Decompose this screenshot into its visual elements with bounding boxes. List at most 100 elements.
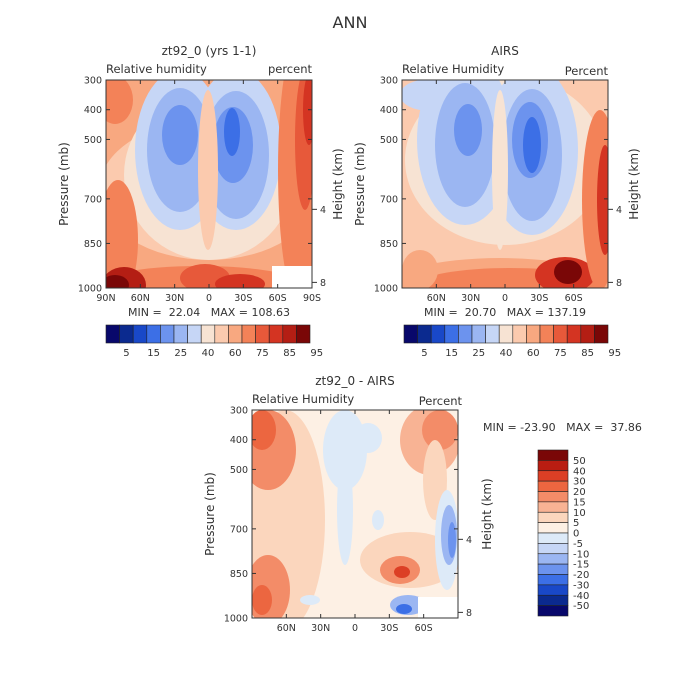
y2-axis-label: Height (km) [627,148,641,219]
colorbar-swatch [539,324,554,344]
colorbar-swatch [485,324,500,344]
colorbar-label: -50 [573,601,589,612]
y2-tick-label: 4 [466,535,472,546]
colorbar-label: 25 [472,348,485,359]
y-tick-label: 850 [230,569,248,580]
colorbar-swatch [471,324,486,344]
colorbar-label: 0 [573,529,579,540]
colorbar-swatch [268,324,284,344]
colorbar-swatch [105,324,120,344]
colorbar-swatch [537,543,569,555]
colorbar-swatch [537,501,569,513]
y-tick-label: 300 [84,76,102,87]
x-tick-label: 90S [303,293,321,304]
colorbar-swatch [537,511,569,523]
colorbar: 5 15 25 40 60 75 85 95 [403,324,621,359]
y-tick-label: 700 [84,194,102,205]
colorbar-label: 75 [554,348,567,359]
colorbar-swatch [282,324,297,344]
page-title: ANN [333,13,368,32]
panel-title: zt92_0 - AIRS [315,374,395,388]
colorbar-swatch [537,532,569,544]
colorbar-swatch [553,324,568,344]
y-tick-label: 500 [230,465,248,476]
y2-axis-label: Height (km) [331,148,345,219]
colorbar-swatch [200,324,216,344]
x-tick-label: 60N [131,293,150,304]
y2-axis-label: Height (km) [480,478,494,549]
colorbar-swatch [417,324,432,344]
panel-title: AIRS [491,44,519,58]
x-tick-label: 30S [380,623,398,634]
colorbar-swatch [537,449,569,461]
panel-subtitle-right: percent [268,62,313,76]
panel-subtitle-left: Relative Humidity [402,62,504,76]
colorbar-swatch [241,324,256,344]
colorbar-swatch [228,324,243,344]
panel-difference: zt92_0 - AIRS Relative Humidity Percent [203,374,642,634]
colorbar-swatch [537,605,569,617]
colorbar-label: 5 [421,348,427,359]
colorbar-swatch [537,491,569,503]
colorbar-label: 40 [202,348,215,359]
y-tick-label: 1000 [78,284,102,295]
colorbar-label: -30 [573,580,589,591]
colorbar-label: -15 [573,560,589,571]
colorbar-swatch [537,460,569,472]
y-tick-label: 500 [380,135,398,146]
colorbar-swatch [119,324,134,344]
y-axis-label: Pressure (mb) [353,142,367,226]
colorbar-label: -10 [573,549,589,560]
colorbar-label: 15 [147,348,160,359]
colorbar-swatch [537,574,569,586]
y2-tick-label: 4 [320,205,326,216]
colorbar-swatch [512,324,527,344]
x-tick-label: 0 [352,623,358,634]
x-tick-label: 90N [96,293,115,304]
colorbar-swatch [160,324,175,344]
colorbar-label: 60 [229,348,242,359]
y2-tick-label: 8 [320,278,326,289]
x-tick-label: 30N [461,293,480,304]
heatmap-field [402,80,608,288]
colorbar-label: 85 [581,348,594,359]
colorbar-label: 75 [256,348,269,359]
min-max-stats: MIN = 20.70 MAX = 137.19 [424,306,586,319]
colorbar-swatch [537,480,569,492]
y-tick-label: 500 [84,135,102,146]
y-tick-label: 850 [380,239,398,250]
colorbar-label: 15 [445,348,458,359]
colorbar-label: 5 [573,518,579,529]
y-tick-label: 400 [84,105,102,116]
colorbar-swatch [132,324,148,344]
colorbar-swatch [498,324,514,344]
panel-subtitle-right: Percent [419,394,463,408]
min-max-stats: MIN = 22.04 MAX = 108.63 [128,306,290,319]
y-tick-label: 700 [230,524,248,535]
y-tick-label: 700 [380,194,398,205]
colorbar-swatch [537,522,569,534]
colorbar-swatch [173,324,188,344]
colorbar-swatch [537,470,569,482]
colorbar-label: -5 [573,539,583,550]
x-tick-label: 60N [427,293,446,304]
colorbar-swatch [444,324,459,344]
x-tick-label: 0 [502,293,508,304]
y2-tick-label: 4 [616,205,622,216]
y-tick-label: 300 [380,76,398,87]
colorbar-swatch [537,563,569,575]
colorbar-label: 40 [573,466,586,477]
colorbar-label: 60 [527,348,540,359]
colorbar-swatch [214,324,229,344]
colorbar-label: -20 [573,570,589,581]
panel-title: zt92_0 (yrs 1-1) [162,44,257,58]
colorbar-swatch [430,324,446,344]
x-tick-label: 30N [311,623,330,634]
min-max-stats: MIN = -23.90 MAX = 37.86 [483,421,642,434]
heatmap-field [252,410,458,618]
y-axis-label: Pressure (mb) [203,472,217,556]
colorbar-label: 85 [283,348,296,359]
x-tick-label: 60N [277,623,296,634]
